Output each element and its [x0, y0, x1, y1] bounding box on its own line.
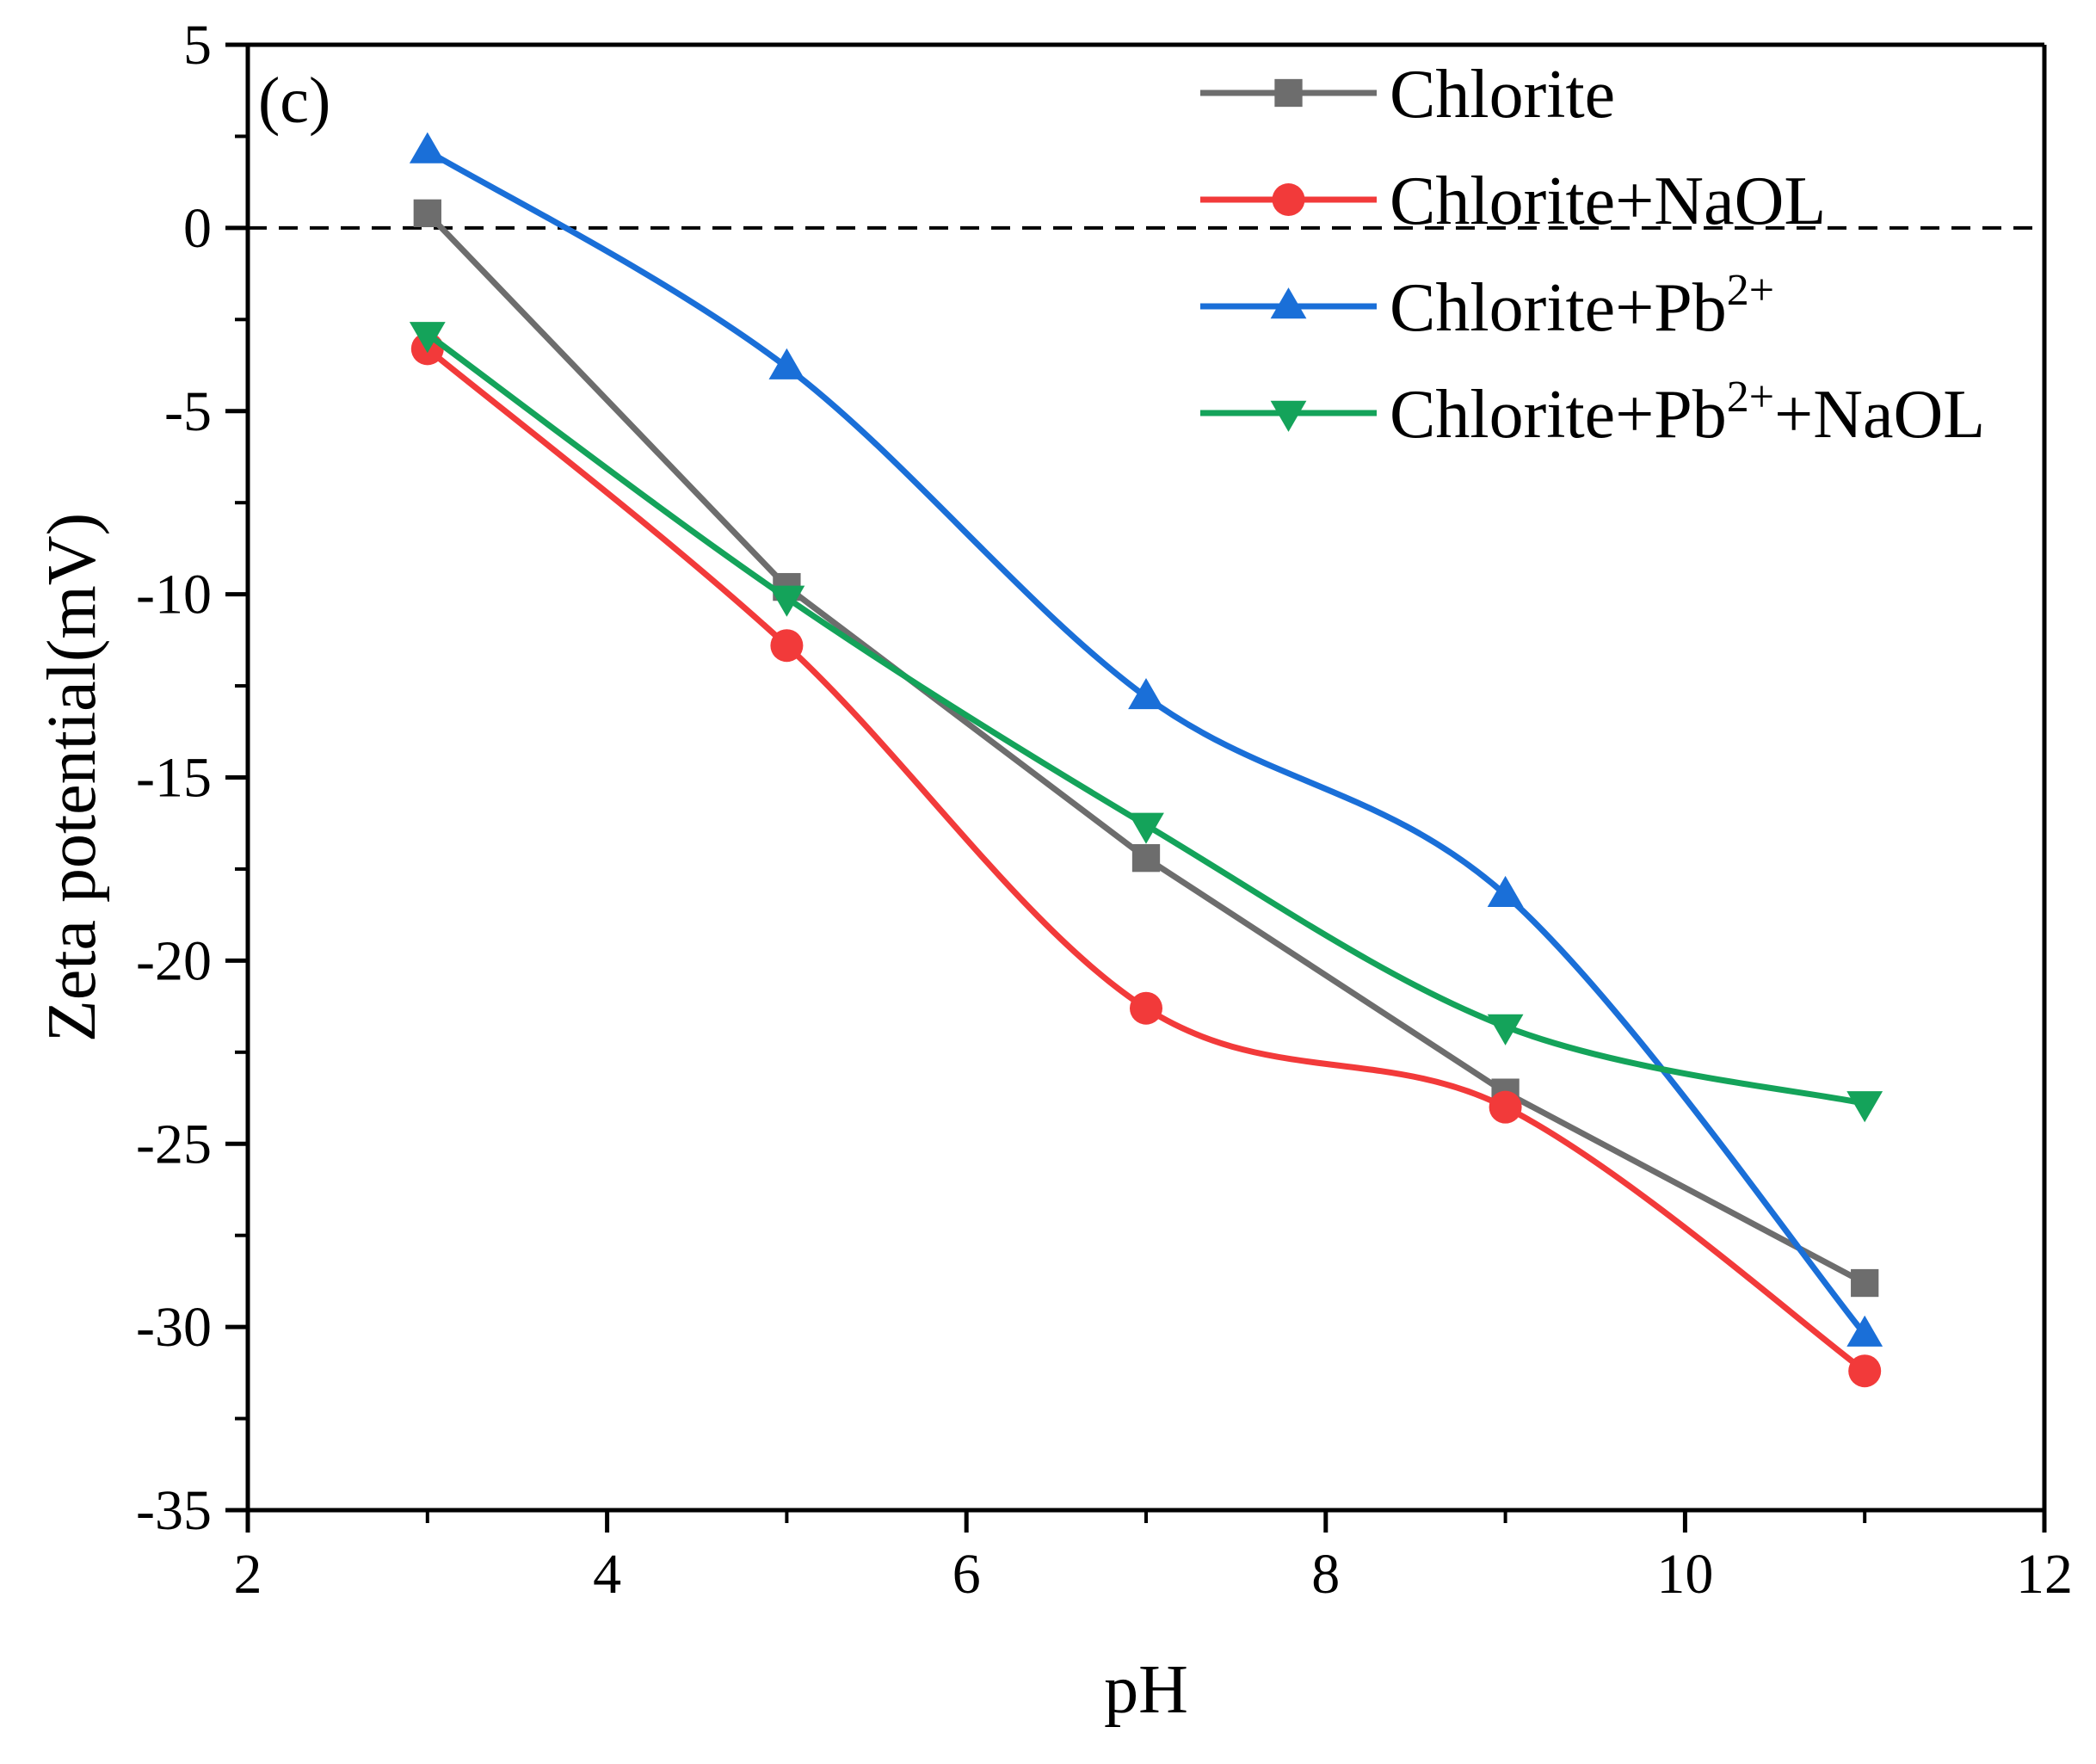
x-tick-label: 10 [1656, 1543, 1713, 1606]
legend-text: Chlorite+NaOL [1390, 163, 1826, 239]
legend-text: +NaOL [1774, 377, 1985, 453]
x-tick-label: 6 [952, 1543, 981, 1606]
legend-text: Chlorite+Pb [1390, 377, 1727, 453]
legend-entry-2: Chlorite+NaOL [1200, 163, 1826, 239]
legend-entry-4: Chlorite+Pb2++NaOL [1200, 373, 1985, 453]
legend-label: Chlorite+Pb2+ [1390, 266, 1774, 346]
data-point [409, 132, 446, 163]
data-point [1846, 1315, 1883, 1347]
data-point [768, 348, 805, 379]
data-point [1130, 991, 1162, 1025]
legend-superscript: 2+ [1727, 266, 1774, 315]
data-point [1851, 1268, 1879, 1298]
series-line [425, 211, 1866, 1286]
legend-entry-3: Chlorite+Pb2+ [1200, 266, 1774, 346]
y-tick-label: -10 [136, 564, 212, 626]
legend-marker [1272, 183, 1305, 216]
y-tick-label: 5 [183, 14, 212, 77]
x-tick-label: 8 [1311, 1543, 1340, 1606]
y-tick-label: -25 [136, 1113, 212, 1175]
x-axis-title: pH [1104, 1652, 1188, 1728]
data-point [768, 585, 805, 617]
legend-text: Chlorite+Pb [1390, 270, 1727, 346]
data-point [413, 199, 441, 227]
legend-superscript: 2+ [1727, 373, 1774, 422]
legend-marker [1270, 287, 1307, 319]
panel-label: (c) [258, 65, 330, 137]
y-tick-label: -20 [136, 929, 212, 992]
x-tick-label: 2 [234, 1543, 262, 1606]
legend-label: Chlorite [1390, 57, 1615, 133]
x-tick-label: 4 [593, 1543, 621, 1606]
data-point [1487, 875, 1524, 907]
data-point [1489, 1090, 1522, 1124]
y-tick-label: -5 [164, 380, 212, 443]
legend-label: Chlorite+Pb2++NaOL [1390, 373, 1985, 453]
series-line [425, 346, 1867, 1374]
data-point [1131, 844, 1161, 873]
data-point [1128, 812, 1164, 844]
y-tick-label: 0 [183, 197, 212, 260]
y-tick-label: -30 [136, 1296, 212, 1359]
legend-text: Chlorite [1390, 57, 1615, 133]
legend: ChloriteChlorite+NaOLChlorite+Pb2+Chlori… [1200, 57, 1985, 453]
series-3 [409, 132, 1883, 1347]
y-tick-label: -15 [136, 747, 212, 810]
y-tick-label: -35 [136, 1479, 212, 1542]
data-point [1848, 1354, 1882, 1388]
series-1 [413, 199, 1879, 1298]
legend-label: Chlorite+NaOL [1390, 163, 1826, 239]
x-tick-label: 12 [2016, 1543, 2073, 1606]
y-axis-title: Zeta potential(mV) [34, 513, 110, 1042]
data-point [1128, 677, 1164, 710]
data-point [1487, 1014, 1524, 1045]
series-4 [409, 322, 1883, 1123]
axes: 2 4 6 8 10 12 5 0 -5 -10 -15 -20 -25 -30 -35 [136, 14, 2073, 1606]
data-point [409, 322, 446, 354]
legend-entry-1: Chlorite [1200, 57, 1615, 133]
data-point [770, 629, 804, 663]
series-layer [409, 132, 1883, 1388]
data-point [1846, 1091, 1883, 1123]
legend-marker [1270, 400, 1307, 432]
legend-marker [1274, 78, 1303, 108]
